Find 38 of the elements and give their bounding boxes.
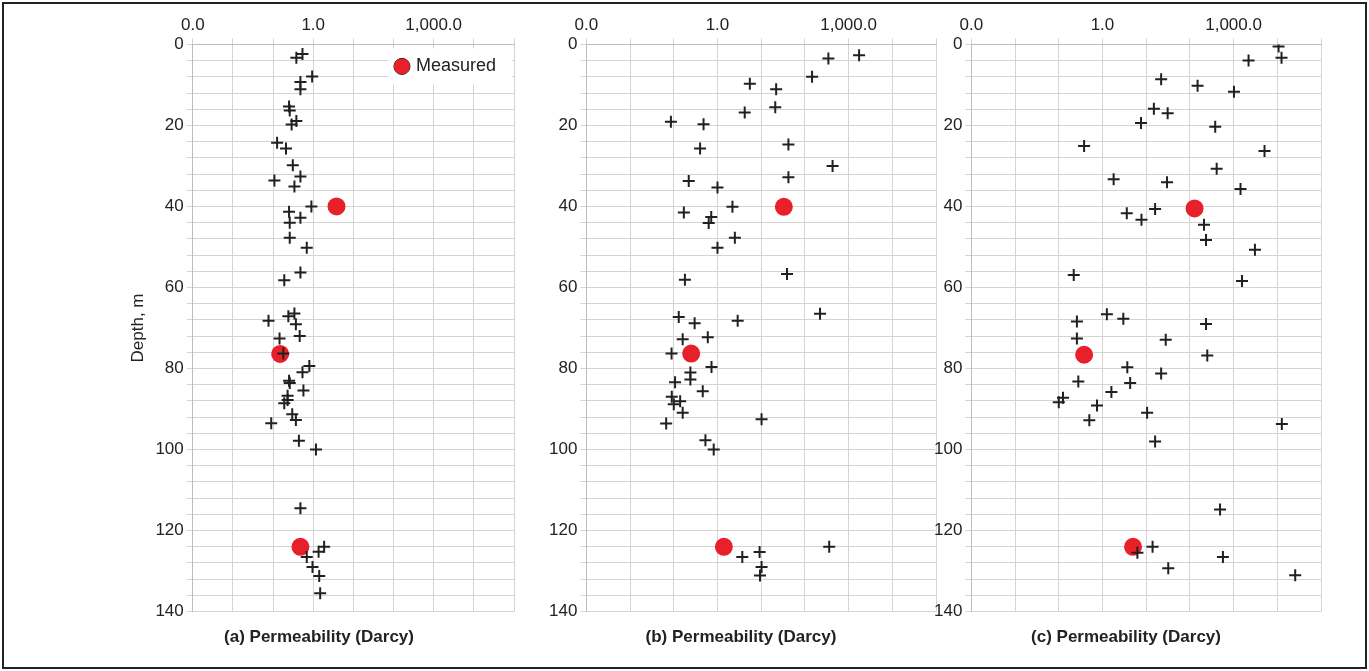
x-tick-label: 1.0 bbox=[301, 14, 326, 34]
x-tick-label: 1.0 bbox=[705, 14, 730, 34]
x-axis-title: (c) Permeability (Darcy) bbox=[1031, 627, 1221, 647]
y-tick-label: 0 bbox=[567, 34, 578, 54]
x-tick-label: 0.0 bbox=[959, 14, 984, 34]
y-tick-label: 40 bbox=[164, 196, 184, 216]
y-tick-label: 60 bbox=[164, 277, 184, 297]
y-tick-label: 20 bbox=[164, 115, 184, 135]
y-tick-label: 80 bbox=[164, 358, 184, 378]
y-tick-label: 100 bbox=[933, 439, 963, 459]
y-tick-label: 60 bbox=[558, 277, 578, 297]
y-tick-label: 140 bbox=[548, 601, 578, 621]
y-tick-label: 40 bbox=[943, 196, 963, 216]
legend-label: Measured bbox=[415, 55, 496, 76]
x-tick-label: 1.0 bbox=[1090, 14, 1115, 34]
y-tick-label: 20 bbox=[558, 115, 578, 135]
y-tick-label: 0 bbox=[952, 34, 963, 54]
y-axis-title: Depth, m bbox=[127, 293, 147, 363]
x-tick-label: 0.0 bbox=[574, 14, 599, 34]
y-tick-label: 120 bbox=[548, 520, 578, 540]
x-axis-title: (a) Permeability (Darcy) bbox=[224, 627, 414, 647]
y-tick-label: 60 bbox=[943, 277, 963, 297]
y-tick-label: 120 bbox=[933, 520, 963, 540]
y-tick-label: 100 bbox=[548, 439, 578, 459]
y-tick-label: 80 bbox=[943, 358, 963, 378]
y-tick-label: 140 bbox=[155, 601, 184, 621]
y-tick-label: 120 bbox=[155, 520, 184, 540]
x-tick-label: 1,000.0 bbox=[820, 14, 877, 34]
x-tick-label: 0.0 bbox=[180, 14, 205, 34]
y-tick-label: 80 bbox=[558, 358, 578, 378]
y-tick-label: 140 bbox=[933, 601, 963, 621]
y-tick-label: 0 bbox=[174, 34, 184, 54]
y-tick-label: 40 bbox=[558, 196, 578, 216]
x-axis-title: (b) Permeability (Darcy) bbox=[645, 627, 837, 647]
y-tick-label: 100 bbox=[155, 439, 184, 459]
y-tick-label: 20 bbox=[943, 115, 963, 135]
x-tick-label: 1,000.0 bbox=[405, 14, 463, 34]
x-tick-label: 1,000.0 bbox=[1205, 14, 1262, 34]
